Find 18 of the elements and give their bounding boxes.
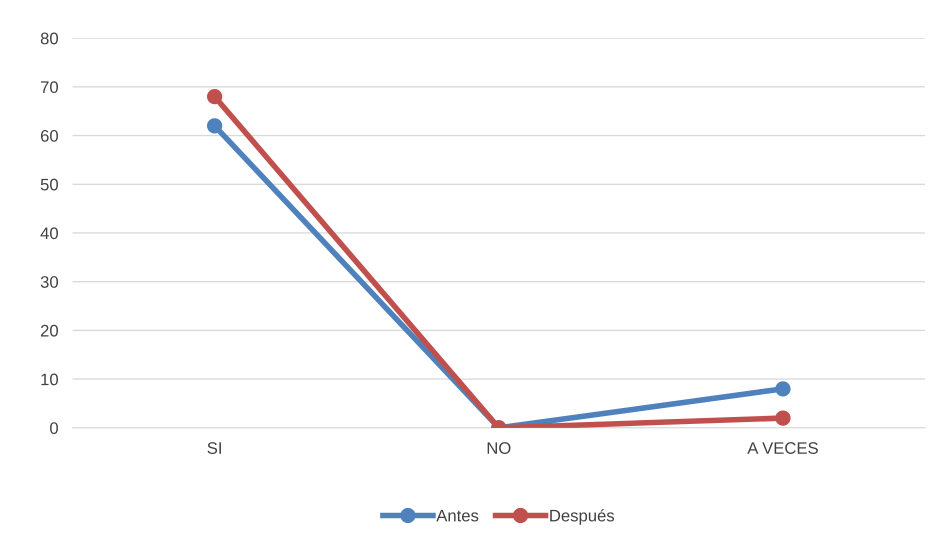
legend-label: Antes xyxy=(436,510,478,522)
point xyxy=(206,118,222,134)
y-tick-label: 80 xyxy=(40,32,58,44)
legend-label: Después xyxy=(550,509,614,525)
x-tick-label: NO xyxy=(488,442,510,454)
point xyxy=(775,410,791,426)
y-tick-label: 0 xyxy=(50,422,58,434)
y-tick-label: 50 xyxy=(40,178,58,190)
point xyxy=(775,381,791,396)
point xyxy=(206,88,222,104)
x-tick-label: A VECES xyxy=(747,442,818,454)
y-tick-label: 30 xyxy=(40,276,58,288)
y-tick-label: 20 xyxy=(40,324,58,337)
y-tick-label: 40 xyxy=(40,227,58,240)
x-tick-label: SI xyxy=(208,442,221,454)
y-tick-label: 70 xyxy=(40,81,58,94)
y-tick-label: 10 xyxy=(41,374,58,386)
y-tick-label: 60 xyxy=(40,130,58,142)
